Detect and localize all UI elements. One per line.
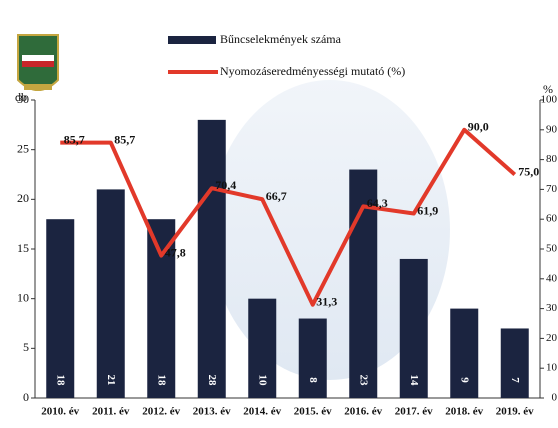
line-value-label: 85,7 [64,132,85,146]
y2-tick-label: 50 [546,243,558,255]
bar [399,258,428,398]
bar-value-label: 14 [408,375,420,387]
line-value-label: 66,7 [266,189,287,203]
line-value-label: 31,3 [316,294,337,308]
y2-tick-label: 90 [546,123,558,135]
bar [147,219,176,398]
y-tick-label: 25 [17,141,29,155]
y2-tick-label: 0 [552,392,558,404]
bar-value-label: 18 [156,375,168,387]
y2-tick-label: 80 [546,153,558,165]
y-tick-label: 0 [23,390,29,404]
y-tick-label: 30 [17,92,29,106]
bar [500,328,529,398]
legend-swatch [168,36,216,44]
line-value-label: 64,3 [367,196,388,210]
y2-tick-label: 100 [541,94,558,106]
bar-value-label: 23 [358,375,370,387]
x-tick-label: 2016. év [344,406,382,418]
x-tick-label: 2015. év [294,406,332,418]
x-tick-label: 2014. év [243,406,281,418]
y2-tick-label: 70 [546,183,558,195]
y2-axis-label: % [543,82,553,96]
y-axis-label: db [15,90,27,104]
bar-value-label: 9 [459,377,471,383]
y2-tick-label: 10 [546,362,558,374]
y-tick-label: 5 [23,340,29,354]
line-value-label: 75,0 [518,164,539,178]
line-value-label: 70,4 [215,178,236,192]
y-tick-label: 15 [17,241,29,255]
x-tick-label: 2011. év [92,406,130,418]
legend-label: Nyomozáseredményességi mutató (%) [220,64,405,78]
bar [248,298,277,398]
y-tick-label: 10 [17,290,29,304]
logo [17,34,59,91]
x-tick-label: 2017. év [395,406,433,418]
y2-tick-label: 30 [546,302,558,314]
line-value-label: 47,8 [165,245,186,259]
bar-value-label: 21 [105,375,117,386]
bar [96,189,125,398]
x-tick-label: 2018. év [445,406,483,418]
x-tick-label: 2010. év [41,406,79,418]
bar [450,308,479,398]
y2-tick-label: 40 [546,272,558,284]
bar-value-label: 8 [307,377,319,383]
bar-value-label: 7 [509,377,521,383]
y-tick-label: 20 [17,191,29,205]
line-value-label: 61,9 [417,203,438,217]
bar-value-label: 18 [55,375,67,387]
y2-tick-label: 60 [546,213,558,225]
bar [298,318,327,398]
y2-tick-label: 20 [546,332,558,344]
x-tick-label: 2013. év [193,406,231,418]
line-value-label: 85,7 [114,132,135,146]
bar-value-label: 10 [257,375,269,387]
bar [197,119,226,398]
line [60,127,517,307]
bar-value-label: 28 [206,375,218,387]
line-value-label: 90,0 [468,120,489,134]
x-tick-label: 2019. év [496,406,534,418]
x-tick-label: 2012. év [142,406,180,418]
bar [46,219,75,398]
legend-label: Bűncselekmények száma [220,32,342,46]
